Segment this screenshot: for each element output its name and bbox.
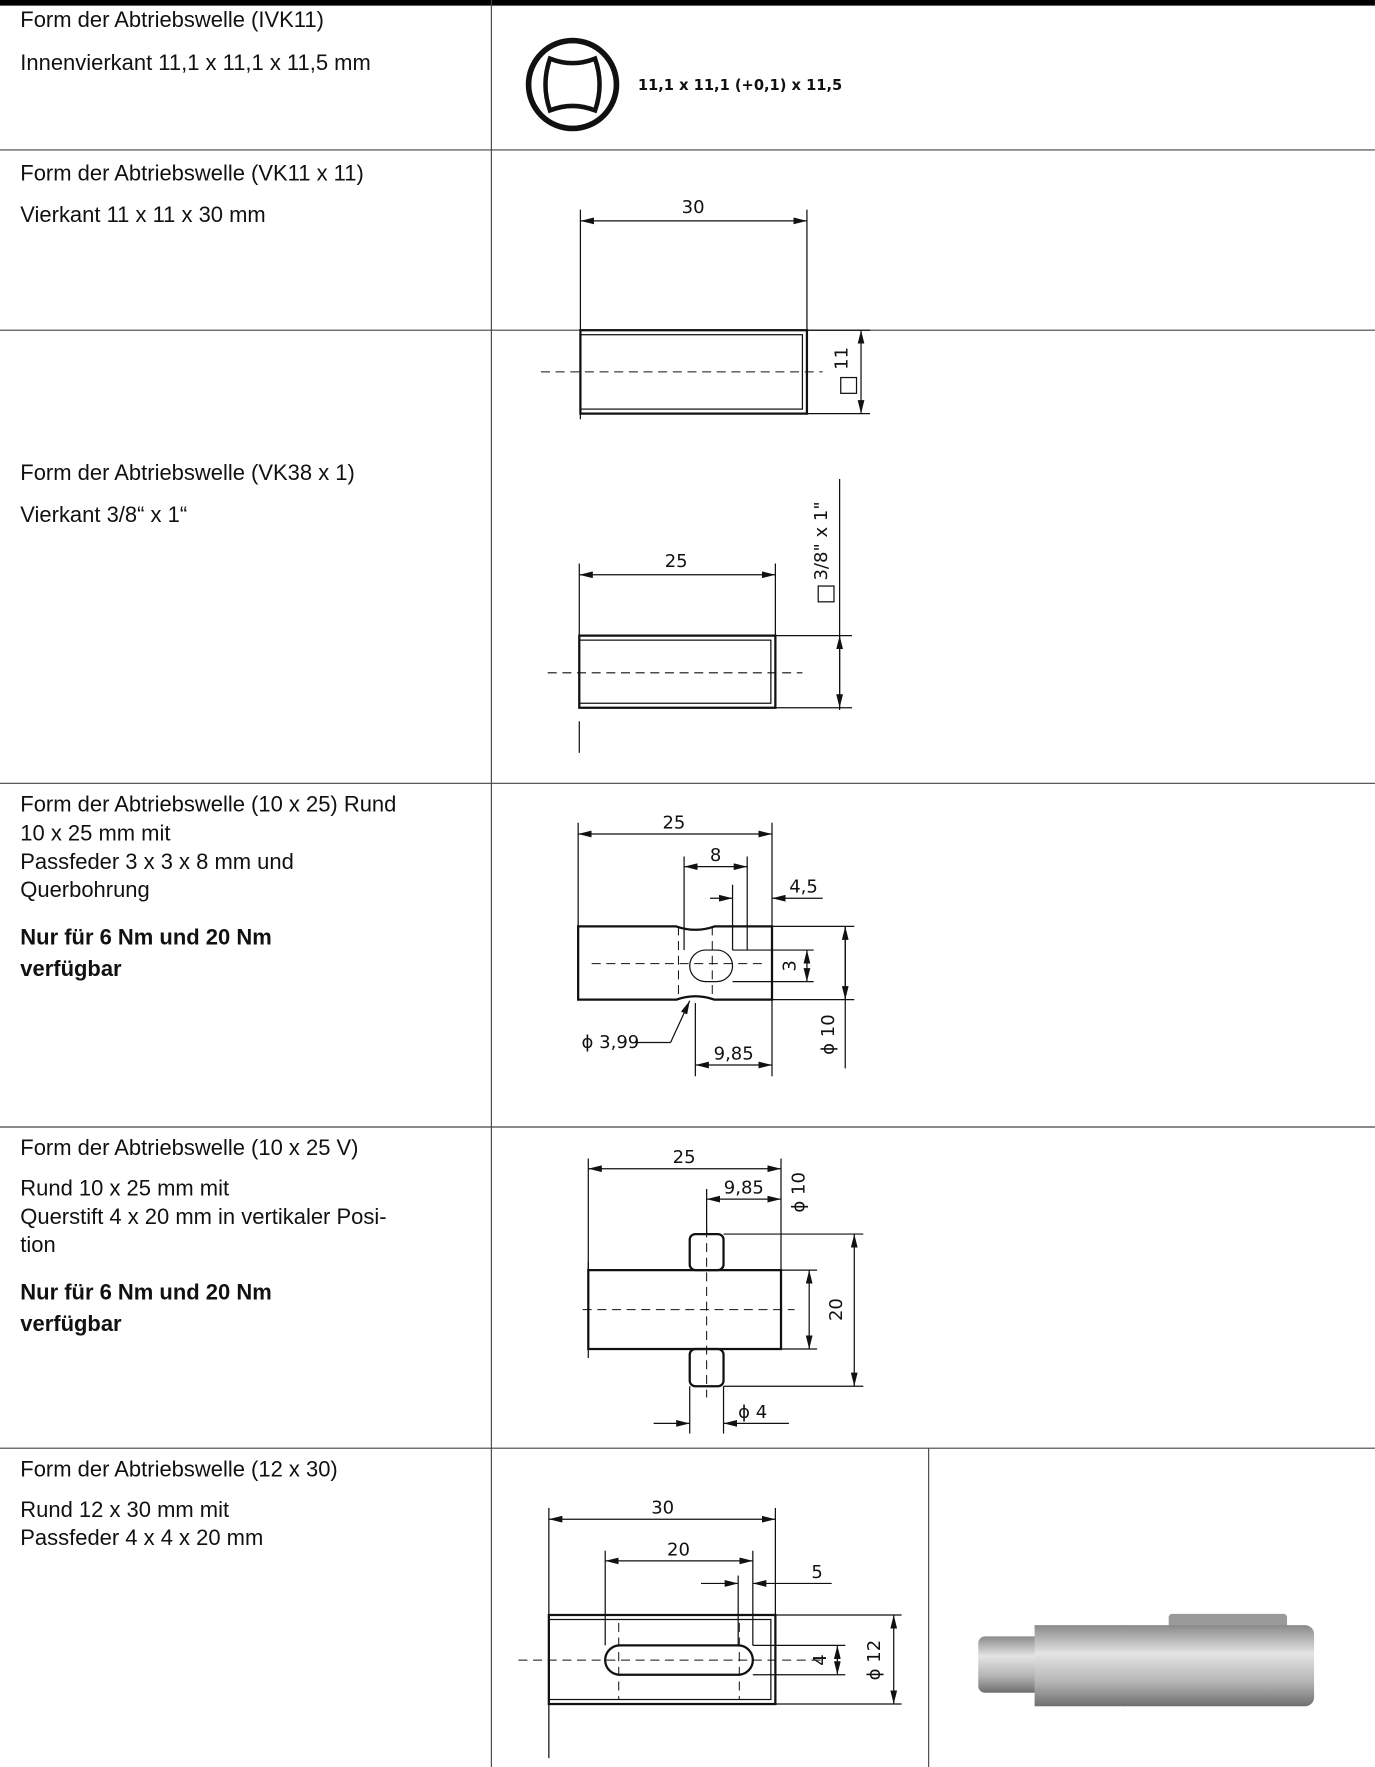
dimension-label: 8: [710, 845, 721, 866]
row-description: Vierkant 3/8“ x 1“: [20, 502, 187, 527]
drawing-shape: [547, 1613, 777, 1706]
row-description: Vierkant 11 x 11 x 30 mm: [20, 202, 265, 227]
drawing-line: [670, 1000, 691, 1043]
dimension-label: ϕ 10: [818, 1014, 839, 1055]
dimension-label: 25: [673, 1147, 696, 1168]
row-description: tion: [20, 1232, 55, 1257]
row-title: Form der Abtriebswelle (12 x 30): [20, 1456, 337, 1481]
dimension-label: ϕ 4: [738, 1402, 767, 1423]
row-note: Nur für 6 Nm und 20 Nm: [20, 924, 271, 949]
dimension-label: ϕ 3,99: [582, 1032, 640, 1053]
dimension-label: 20: [826, 1298, 847, 1321]
dimension-label: 4,5: [789, 877, 818, 898]
drawing-shape: [978, 1636, 1041, 1693]
group: [978, 1613, 1315, 1707]
drawing-shape: [578, 634, 777, 709]
drawing-shape: [1034, 1625, 1125, 1707]
group: 25 8 4,5 3 ϕ 10 ϕ 3,99 9,85: [577, 812, 855, 1077]
dimension-label: 25: [665, 551, 688, 572]
dimension-label: 20: [667, 1539, 690, 1560]
drawing-shape: [525, 37, 620, 132]
drawing-shape: [689, 949, 734, 983]
dimension-label: 25: [662, 812, 685, 833]
drawing-shape: [578, 639, 772, 704]
row-description: Passfeder 4 x 4 x 20 mm: [20, 1525, 263, 1550]
drawing-shape: [579, 334, 804, 410]
dimension-label: ϕ 10: [789, 1172, 810, 1213]
dimension-label: 9,85: [714, 1043, 754, 1064]
row-title: Form der Abtriebswelle (VK11 x 11): [20, 160, 363, 185]
group: 25 3/8" x 1": [547, 478, 853, 753]
dimension-label: 30: [651, 1498, 674, 1519]
drawing-shape: [577, 925, 774, 1001]
row-description: Querbohrung: [20, 877, 149, 902]
row-note: verfügbar: [20, 1311, 122, 1336]
drawing-shape: [1115, 1625, 1315, 1707]
group: 30 20 5 4 ϕ 12: [518, 1498, 902, 1759]
row-title: Form der Abtriebswelle (VK38 x 1): [20, 460, 355, 485]
row-description: Rund 10 x 25 mm mit: [20, 1176, 229, 1201]
dimension-label: 11,1 x 11,1 (+0,1) x 11,5: [638, 77, 842, 94]
group: 30 11: [540, 197, 871, 420]
row-note: verfügbar: [20, 956, 122, 981]
dimension-label: ϕ 12: [864, 1640, 885, 1681]
group: 11,1 x 11,1 (+0,1) x 11,5: [525, 37, 842, 132]
row-description: 10 x 25 mm mit: [20, 821, 170, 846]
dimension-label: 30: [682, 197, 705, 218]
drawing-shape: [840, 376, 858, 394]
dimension-label: 11: [832, 347, 853, 370]
row-description: Rund 12 x 30 mm mit: [20, 1497, 229, 1522]
dimension-label: 5: [811, 1562, 822, 1583]
dimension-label: 3: [780, 960, 801, 971]
dimension-label: 9,85: [724, 1177, 764, 1198]
row-description: Passfeder 3 x 3 x 8 mm und: [20, 849, 294, 874]
row-description: Querstift 4 x 20 mm in vertikaler Posi-: [20, 1204, 386, 1229]
dimension-label: 4: [810, 1654, 831, 1665]
row-title: Form der Abtriebswelle (10 x 25) Rund: [20, 791, 396, 816]
group: 25 9,85 ϕ 10 20 ϕ 4: [582, 1147, 864, 1434]
dimension-label: 3/8" x 1": [811, 501, 832, 580]
row-title: Form der Abtriebswelle (IVK11): [20, 7, 324, 32]
drawing-shape: [543, 55, 602, 114]
row-note: Nur für 6 Nm und 20 Nm: [20, 1279, 271, 1304]
row-title: Form der Abtriebswelle (10 x 25 V): [20, 1135, 358, 1160]
drawing-shape: [817, 585, 835, 603]
row-description: Innenvierkant 11,1 x 11,1 x 11,5 mm: [20, 50, 370, 75]
drawing-shape: [548, 1618, 772, 1701]
